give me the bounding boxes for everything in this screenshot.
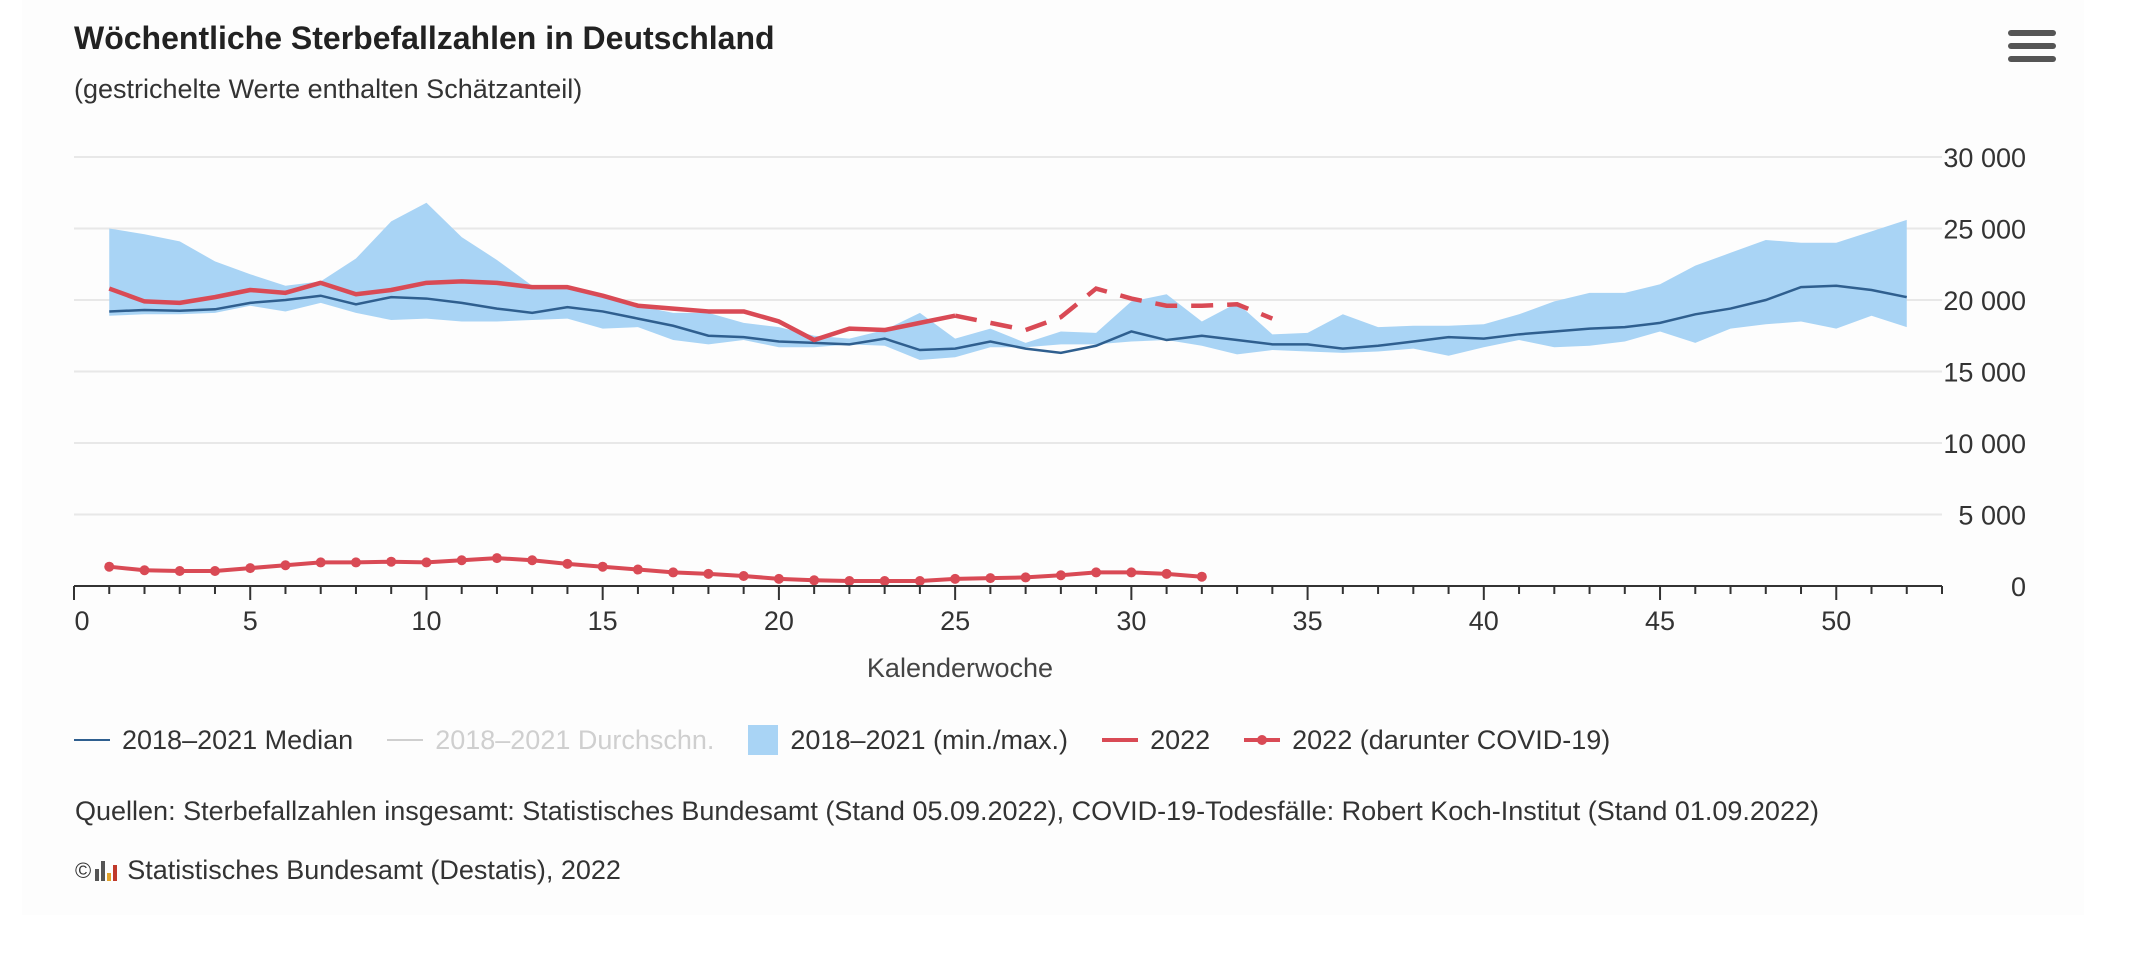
legend-item-2022[interactable]: 2022: [1102, 725, 1210, 756]
legend-average-symbol: [387, 739, 424, 741]
chart-title: Wöchentliche Sterbefallzahlen in Deutsch…: [74, 20, 775, 56]
x-tick-label: 25: [940, 606, 970, 636]
series-2022-dashed-line: [954, 286, 1274, 333]
covid-point: [1161, 568, 1172, 579]
source-note: Quellen: Sterbefallzahlen insgesamt: Sta…: [75, 796, 1819, 826]
covid-point: [773, 573, 784, 584]
credit-line: © Statistisches Bundesamt (Destatis), 20…: [75, 855, 621, 886]
hamburger-menu-icon[interactable]: [2008, 30, 2056, 74]
covid-point: [456, 555, 467, 566]
covid-point: [421, 557, 432, 568]
covid-point: [245, 563, 256, 574]
x-tick-label: 10: [411, 606, 441, 636]
legend-2022-label: 2022: [1150, 724, 1211, 755]
x-tick-label: 20: [764, 606, 794, 636]
x-tick-label: 5: [243, 606, 258, 636]
covid-point: [1126, 567, 1137, 578]
covid-point: [139, 565, 150, 576]
legend-range-symbol: [748, 725, 779, 755]
chart-legend: 2018–2021 Median 2018–2021 Durchschn. 20…: [74, 720, 1644, 760]
covid-point: [386, 556, 397, 567]
x-tick-label: 15: [588, 606, 618, 636]
x-tick-label: 45: [1645, 606, 1675, 636]
legend-median-symbol: [74, 739, 110, 741]
x-tick-label: 40: [1469, 606, 1499, 636]
covid-point: [632, 564, 643, 575]
covid-point: [985, 573, 996, 584]
covid-point: [350, 557, 361, 568]
legend-average-label: 2018–2021 Durchschn.: [435, 724, 715, 755]
x-tick-label: 50: [1821, 606, 1851, 636]
legend-item-median[interactable]: 2018–2021 Median: [74, 725, 353, 756]
x-axis-title: Kalenderwoche: [867, 653, 1053, 683]
legend-item-covid[interactable]: 2022 (darunter COVID-19): [1244, 725, 1610, 756]
covid-point: [738, 570, 749, 581]
menu-bar: [2008, 43, 2056, 49]
covid-point: [1020, 572, 1031, 583]
covid-point: [209, 565, 220, 576]
legend-range-label: 2018–2021 (min./max.): [790, 724, 1069, 755]
covid-point: [491, 553, 502, 564]
covid-point: [950, 573, 961, 584]
credit-text[interactable]: Statistisches Bundesamt (Destatis), 2022: [127, 855, 621, 885]
covid-point: [1196, 571, 1207, 582]
menu-bar: [2008, 56, 2056, 62]
legend-item-range[interactable]: 2018–2021 (min./max.): [748, 725, 1068, 756]
y-tick-label: 10 000: [1943, 429, 2026, 459]
legend-2022-symbol: [1102, 738, 1139, 742]
x-tick-label: 30: [1116, 606, 1146, 636]
chart-subtitle: (gestrichelte Werte enthalten Schätzante…: [74, 74, 583, 104]
menu-bar: [2008, 30, 2056, 36]
chart-card: [22, 0, 2084, 915]
destatis-logo-icon: [95, 860, 119, 881]
y-tick-label: 25 000: [1943, 215, 2026, 245]
series-median-line: [109, 284, 1908, 355]
y-tick-label: 0: [2011, 572, 2026, 602]
x-tick-label: 35: [1293, 606, 1323, 636]
covid-point: [104, 561, 115, 572]
legend-covid-symbol: [1244, 735, 1281, 745]
legend-median-label: 2018–2021 Median: [122, 724, 354, 755]
covid-point: [597, 561, 608, 572]
covid-point: [315, 557, 326, 568]
copyright-symbol: ©: [75, 857, 92, 883]
covid-point: [809, 575, 820, 586]
y-tick-label: 30 000: [1943, 143, 2026, 173]
covid-point: [879, 575, 890, 586]
y-tick-label: 15 000: [1943, 358, 2026, 388]
series-range-area: [109, 202, 1907, 361]
series-2022-solid-line: [108, 279, 956, 343]
x-tick-label: 0: [74, 606, 89, 636]
y-tick-label: 20 000: [1943, 286, 2026, 316]
covid-point: [1055, 570, 1066, 581]
legend-covid-label: 2022 (darunter COVID-19): [1292, 724, 1611, 755]
covid-point: [1091, 567, 1102, 578]
covid-point: [562, 558, 573, 569]
series-covid-line: [109, 556, 1203, 583]
y-tick-label: 5 000: [1958, 501, 2026, 531]
covid-point: [914, 575, 925, 586]
covid-point: [668, 567, 679, 578]
covid-point: [527, 555, 538, 566]
covid-point: [703, 568, 714, 579]
legend-item-average[interactable]: 2018–2021 Durchschn.: [387, 725, 714, 756]
covid-point: [280, 560, 291, 571]
covid-point: [844, 575, 855, 586]
covid-point: [174, 565, 185, 576]
